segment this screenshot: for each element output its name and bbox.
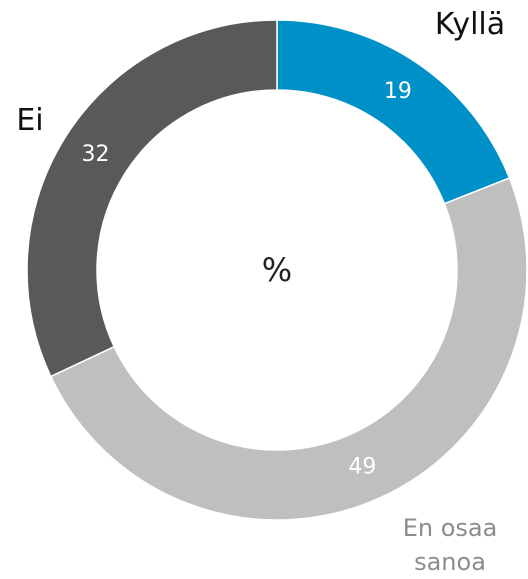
- donut-segment: [49, 176, 528, 521]
- donut-segment: [26, 19, 278, 378]
- value-label: 49: [348, 454, 376, 479]
- category-label: En osaa sanoa: [402, 514, 498, 576]
- category-label: Ei: [16, 103, 44, 138]
- value-label: 19: [384, 79, 412, 104]
- donut-segment: [276, 19, 511, 205]
- center-label: %: [262, 251, 292, 289]
- category-label: Kyllä: [434, 7, 506, 42]
- value-label: 32: [81, 142, 109, 167]
